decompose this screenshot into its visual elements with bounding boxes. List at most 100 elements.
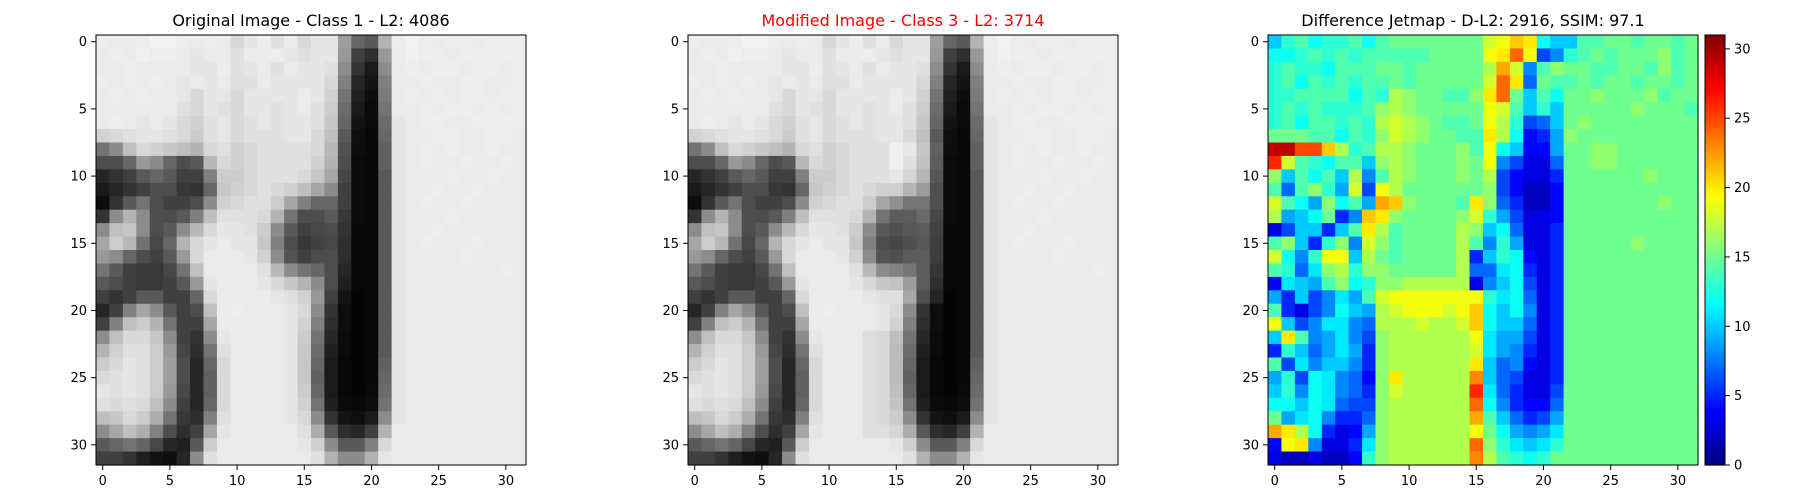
heatmap-cell [472,250,487,265]
heatmap-cell [1415,223,1430,238]
heatmap-cell [1294,303,1309,318]
heatmap-cell [1104,48,1119,63]
heatmap-cell [1415,155,1430,170]
heatmap-cell [916,384,931,399]
heatmap-cell [1375,61,1390,76]
heatmap-cell [1335,223,1350,238]
heatmap-cell [243,370,258,385]
heatmap-cell [1496,48,1511,63]
heatmap-cell [1077,48,1092,63]
colorbar-segment [1705,429,1725,434]
heatmap-cell [1321,250,1336,265]
heatmap-cell [1281,196,1296,211]
heatmap-cell [351,223,366,238]
heatmap-cell [472,451,487,466]
heatmap-cell [512,263,527,278]
heatmap-cell [1657,35,1672,50]
heatmap-cell [956,344,971,359]
heatmap-cell [1064,263,1079,278]
heatmap-cell [1550,250,1565,265]
heatmap-cell [701,330,716,345]
heatmap-cell [795,263,810,278]
heatmap-cell [1429,236,1444,251]
heatmap-cell [1603,209,1618,224]
heatmap-cell [324,169,339,184]
heatmap-cell [190,75,205,90]
heatmap-cell [903,209,918,224]
heatmap-cell [311,115,326,130]
heatmap-cell [943,276,958,291]
heatmap-cell [324,155,339,170]
heatmap-cell [862,397,877,412]
y-tick-label: 15 [662,237,679,252]
heatmap-cell [405,115,420,130]
heatmap-cell [270,61,285,76]
heatmap-cell [1362,303,1377,318]
heatmap-cell [1010,330,1025,345]
heatmap-cell [257,438,272,453]
heatmap-cell [1375,236,1390,251]
heatmap-cell [512,236,527,251]
colorbar-segment [1705,300,1725,305]
heatmap-cell [1496,397,1511,412]
heatmap-cell [418,370,433,385]
heatmap-cell [1077,276,1092,291]
heatmap-cell [485,35,500,50]
heatmap-cell [163,330,178,345]
heatmap-cell [1456,88,1471,103]
heatmap-cell [714,424,729,439]
heatmap-cell [929,263,944,278]
colorbar-segment [1705,275,1725,280]
heatmap-cell [136,115,151,130]
heatmap-cell [1603,411,1618,426]
heatmap-cell [243,317,258,332]
heatmap-cell [1630,411,1645,426]
heatmap-cell [96,169,111,184]
heatmap-cell [1496,384,1511,399]
heatmap-cell [903,317,918,332]
heatmap-cell [701,317,716,332]
heatmap-cell [795,115,810,130]
heatmap-cell [512,357,527,372]
heatmap-cell [203,303,218,318]
heatmap-cell [378,196,393,211]
heatmap-cell [351,303,366,318]
heatmap-cell [1294,317,1309,332]
heatmap-cell [688,317,703,332]
heatmap-cell [1617,142,1632,157]
heatmap-cell [1483,263,1498,278]
heatmap-cell [1456,384,1471,399]
heatmap-cell [970,424,985,439]
heatmap-cell [1362,276,1377,291]
heatmap-cell [499,411,514,426]
heatmap-cell [728,397,743,412]
heatmap-cell [755,344,770,359]
colorbar-segment [1705,217,1725,222]
heatmap-cell [728,344,743,359]
heatmap-cell [230,344,245,359]
heatmap-cell [849,102,864,117]
heatmap-cell [364,263,379,278]
heatmap-cell [109,438,124,453]
heatmap-cell [216,48,231,63]
heatmap-cell [378,370,393,385]
heatmap-cell [311,250,326,265]
heatmap-cell [1091,209,1106,224]
heatmap-cell [983,223,998,238]
heatmap-cell [512,451,527,466]
heatmap-cell [1456,263,1471,278]
heatmap-cell [1375,48,1390,63]
heatmap-cell [337,330,352,345]
heatmap-cell [1577,344,1592,359]
heatmap-cell [405,303,420,318]
heatmap-cell [1348,223,1363,238]
heatmap-cell [1321,61,1336,76]
heatmap-cell [96,236,111,251]
heatmap-cell [916,129,931,144]
colorbar-segment [1705,207,1725,212]
heatmap-cell [378,169,393,184]
heatmap-cell [324,250,339,265]
heatmap-cell [431,142,446,157]
heatmap-cell [1456,303,1471,318]
heatmap-cell [418,223,433,238]
